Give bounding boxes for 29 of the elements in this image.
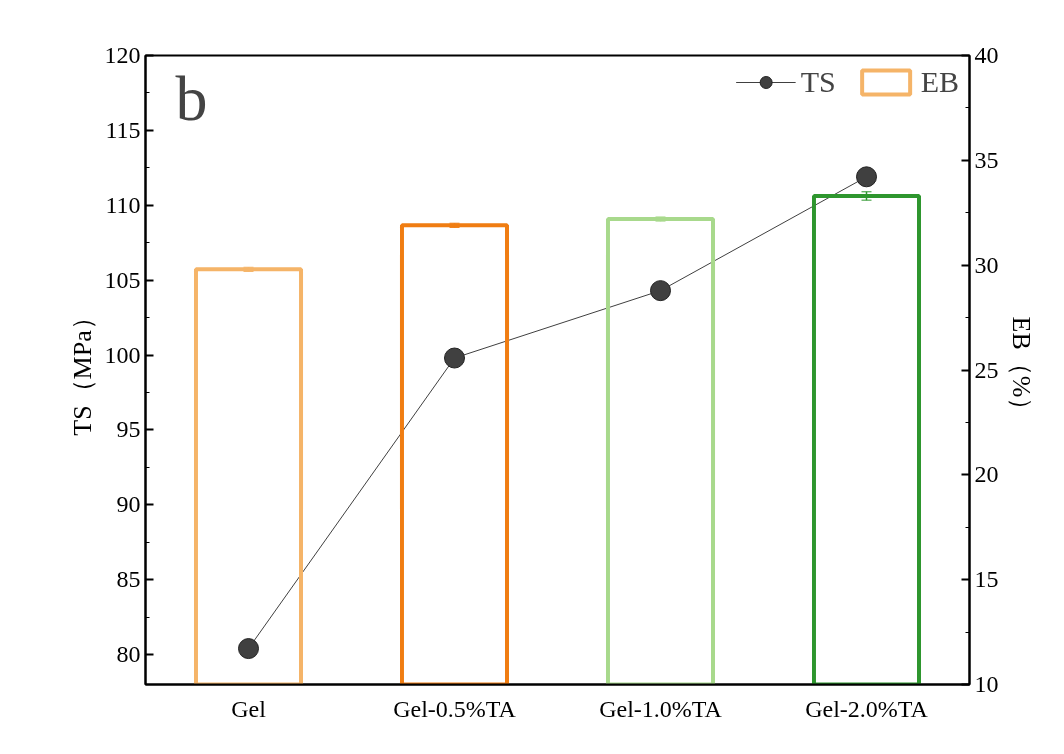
x-tick-label: Gel-0.5%TA	[393, 695, 517, 722]
x-tick-label: Gel-2.0%TA	[805, 695, 929, 722]
y-tick-label: 110	[105, 191, 141, 218]
annotation: b	[175, 62, 208, 134]
y-tick-label: 115	[105, 116, 141, 143]
y-tick-label: 95	[116, 416, 141, 443]
x-tick-label: Gel	[231, 695, 267, 722]
y-tick-label: 90	[116, 491, 141, 518]
y2-axis-title: EB（%）	[1006, 316, 1036, 424]
y-tick-label: 100	[104, 341, 141, 368]
y2-tick-label: 25	[974, 356, 999, 383]
x-tick-label: Gel-1.0%TA	[599, 695, 723, 722]
legend-label: TS	[800, 65, 836, 99]
y2-tick-label: 30	[974, 251, 999, 278]
point	[856, 166, 877, 188]
y-tick-label: 80	[116, 641, 141, 668]
y-axis-title: TS（MPa）	[67, 304, 97, 436]
point	[444, 347, 465, 369]
y-tick-label: 120	[104, 42, 141, 68]
point	[650, 280, 671, 302]
y2-tick-label: 10	[974, 671, 999, 697]
y-tick-label: 105	[104, 266, 141, 293]
y2-tick-label: 35	[974, 146, 999, 173]
y2-tick-label: 40	[974, 42, 999, 68]
y-tick-label: 85	[116, 566, 141, 593]
point	[238, 638, 259, 660]
legend-label: EB	[920, 65, 959, 99]
y2-tick-label: 20	[974, 461, 999, 488]
y2-tick-label: 15	[974, 566, 999, 593]
